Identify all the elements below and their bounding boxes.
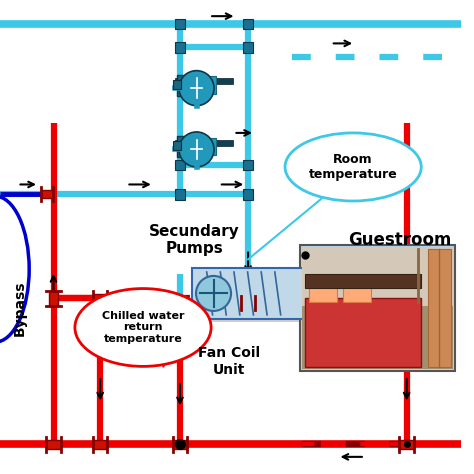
- Bar: [400, 440, 414, 448]
- Bar: [173, 80, 182, 89]
- Bar: [304, 298, 421, 367]
- Bar: [173, 440, 187, 448]
- Bar: [173, 299, 187, 308]
- Bar: [243, 160, 254, 170]
- Text: Fan Coil
Unit: Fan Coil Unit: [198, 346, 260, 377]
- Bar: [243, 18, 254, 29]
- Bar: [175, 140, 234, 146]
- Text: Bypass: Bypass: [12, 280, 27, 336]
- Bar: [174, 160, 185, 170]
- Bar: [93, 440, 108, 448]
- Circle shape: [196, 276, 231, 311]
- Bar: [243, 42, 254, 53]
- Bar: [192, 268, 304, 319]
- Bar: [301, 306, 453, 369]
- Text: Chilled water
return
temperature: Chilled water return temperature: [102, 311, 184, 344]
- Bar: [41, 190, 53, 198]
- Bar: [174, 18, 185, 29]
- Circle shape: [179, 132, 214, 167]
- Bar: [174, 189, 185, 200]
- Ellipse shape: [75, 289, 211, 366]
- Bar: [49, 291, 58, 306]
- Bar: [300, 245, 456, 371]
- Text: Secundary
Pumps: Secundary Pumps: [149, 224, 240, 256]
- Ellipse shape: [285, 133, 421, 201]
- Bar: [46, 440, 61, 448]
- Bar: [241, 299, 255, 308]
- Bar: [175, 78, 234, 84]
- Text: Guestroom: Guestroom: [348, 231, 452, 249]
- Circle shape: [179, 71, 214, 106]
- Bar: [301, 247, 453, 306]
- Bar: [208, 76, 216, 94]
- Bar: [428, 249, 451, 367]
- Bar: [304, 274, 421, 288]
- Bar: [177, 136, 208, 157]
- Text: Room
temperature: Room temperature: [309, 153, 398, 181]
- Bar: [174, 42, 185, 53]
- Bar: [177, 74, 208, 96]
- Bar: [195, 271, 307, 322]
- Bar: [344, 286, 371, 301]
- Bar: [310, 286, 337, 301]
- Bar: [173, 141, 182, 150]
- Bar: [243, 189, 254, 200]
- Bar: [208, 138, 216, 155]
- Bar: [93, 294, 108, 303]
